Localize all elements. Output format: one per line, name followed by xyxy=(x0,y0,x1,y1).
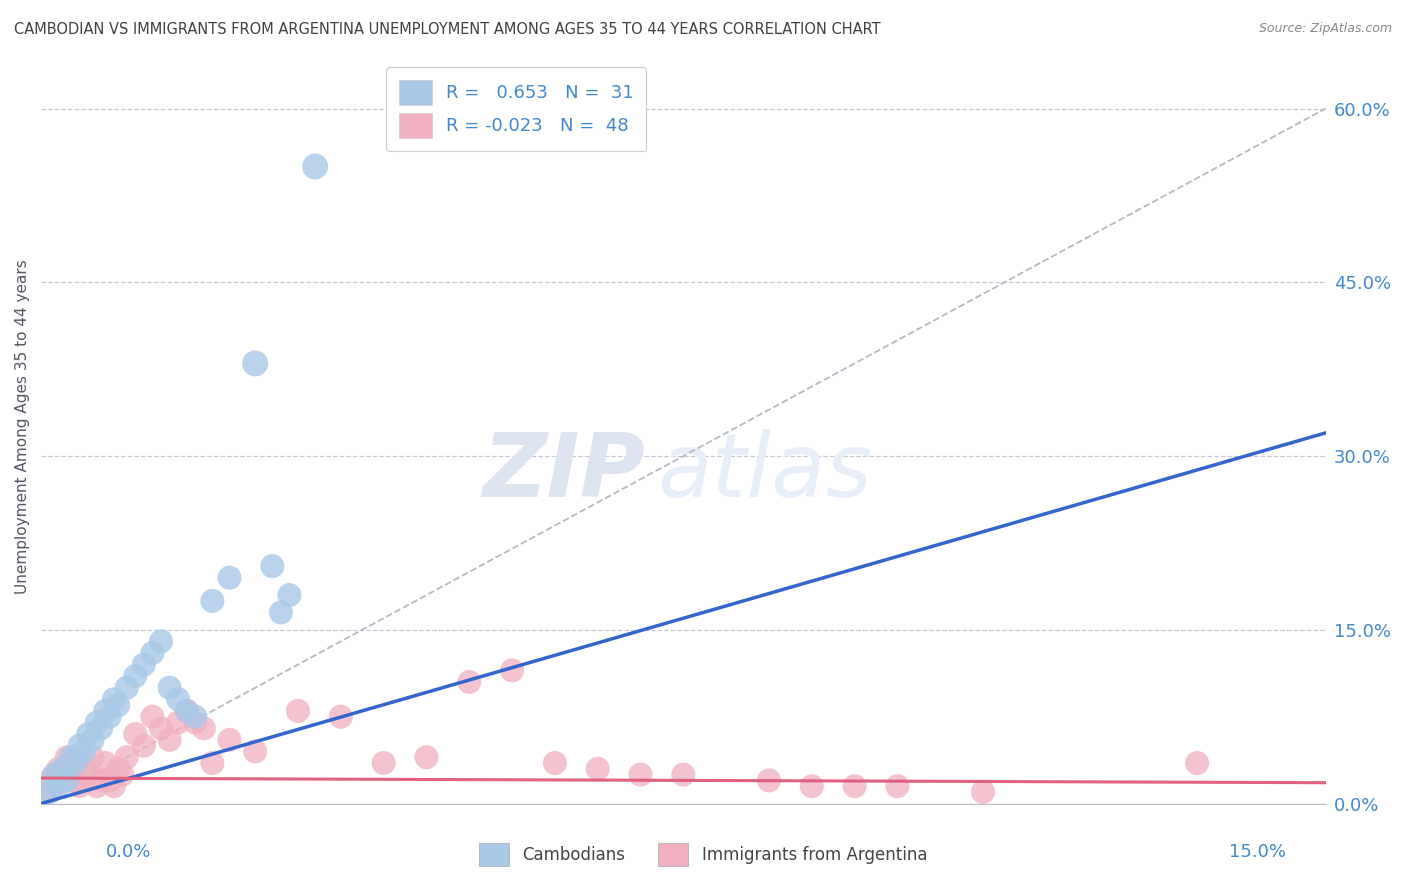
Legend: Cambodians, Immigrants from Argentina: Cambodians, Immigrants from Argentina xyxy=(471,835,935,875)
Point xyxy=(69,779,91,793)
Point xyxy=(176,704,198,718)
Point xyxy=(77,727,100,741)
Point xyxy=(124,669,146,683)
Point xyxy=(201,594,224,608)
Legend: R =   0.653   N =  31, R = -0.023   N =  48: R = 0.653 N = 31, R = -0.023 N = 48 xyxy=(387,67,647,151)
Point xyxy=(65,773,87,788)
Point xyxy=(193,721,215,735)
Point xyxy=(184,715,207,730)
Point xyxy=(844,779,866,793)
Text: 0.0%: 0.0% xyxy=(105,843,150,861)
Point xyxy=(132,657,155,672)
Point xyxy=(73,744,96,758)
Point xyxy=(758,773,780,788)
Point xyxy=(630,767,652,781)
Point xyxy=(73,762,96,776)
Point xyxy=(46,779,69,793)
Text: atlas: atlas xyxy=(658,429,873,516)
Point xyxy=(243,744,266,758)
Point xyxy=(90,721,112,735)
Point xyxy=(141,709,163,723)
Point xyxy=(38,773,60,788)
Point xyxy=(373,756,395,770)
Text: ZIP: ZIP xyxy=(482,429,645,516)
Point xyxy=(167,715,190,730)
Point xyxy=(42,779,65,793)
Text: CAMBODIAN VS IMMIGRANTS FROM ARGENTINA UNEMPLOYMENT AMONG AGES 35 TO 44 YEARS CO: CAMBODIAN VS IMMIGRANTS FROM ARGENTINA U… xyxy=(14,22,880,37)
Point xyxy=(132,739,155,753)
Point xyxy=(329,709,352,723)
Point xyxy=(77,767,100,781)
Point xyxy=(124,727,146,741)
Point xyxy=(243,356,266,370)
Text: 15.0%: 15.0% xyxy=(1229,843,1286,861)
Point xyxy=(184,709,207,723)
Point xyxy=(56,750,79,764)
Point xyxy=(82,750,104,764)
Point xyxy=(69,739,91,753)
Point xyxy=(60,750,83,764)
Point xyxy=(51,767,73,781)
Point xyxy=(262,559,284,574)
Point xyxy=(501,664,523,678)
Point xyxy=(800,779,823,793)
Point xyxy=(218,732,240,747)
Point xyxy=(90,773,112,788)
Point xyxy=(115,681,138,695)
Point xyxy=(103,779,125,793)
Point xyxy=(94,704,117,718)
Point xyxy=(34,785,56,799)
Point xyxy=(60,756,83,770)
Point xyxy=(103,692,125,706)
Point xyxy=(46,762,69,776)
Point xyxy=(141,646,163,660)
Point xyxy=(159,732,181,747)
Point xyxy=(586,762,609,776)
Point xyxy=(304,160,326,174)
Point xyxy=(98,709,121,723)
Point xyxy=(1185,756,1208,770)
Point xyxy=(201,756,224,770)
Point xyxy=(56,773,79,788)
Point xyxy=(107,698,129,712)
Point xyxy=(42,767,65,781)
Point xyxy=(150,634,173,648)
Point xyxy=(86,779,108,793)
Point xyxy=(94,756,117,770)
Point xyxy=(86,715,108,730)
Point xyxy=(98,773,121,788)
Point xyxy=(415,750,437,764)
Point xyxy=(544,756,567,770)
Point xyxy=(218,571,240,585)
Point xyxy=(82,732,104,747)
Point xyxy=(107,762,129,776)
Point xyxy=(38,785,60,799)
Point xyxy=(270,606,292,620)
Point xyxy=(111,767,134,781)
Text: Source: ZipAtlas.com: Source: ZipAtlas.com xyxy=(1258,22,1392,36)
Point xyxy=(159,681,181,695)
Point xyxy=(972,785,994,799)
Point xyxy=(115,750,138,764)
Point xyxy=(150,721,173,735)
Point xyxy=(51,762,73,776)
Point xyxy=(458,675,481,690)
Point xyxy=(65,756,87,770)
Point xyxy=(672,767,695,781)
Y-axis label: Unemployment Among Ages 35 to 44 years: Unemployment Among Ages 35 to 44 years xyxy=(15,260,30,594)
Point xyxy=(278,588,301,602)
Point xyxy=(287,704,309,718)
Point xyxy=(167,692,190,706)
Point xyxy=(176,704,198,718)
Point xyxy=(886,779,908,793)
